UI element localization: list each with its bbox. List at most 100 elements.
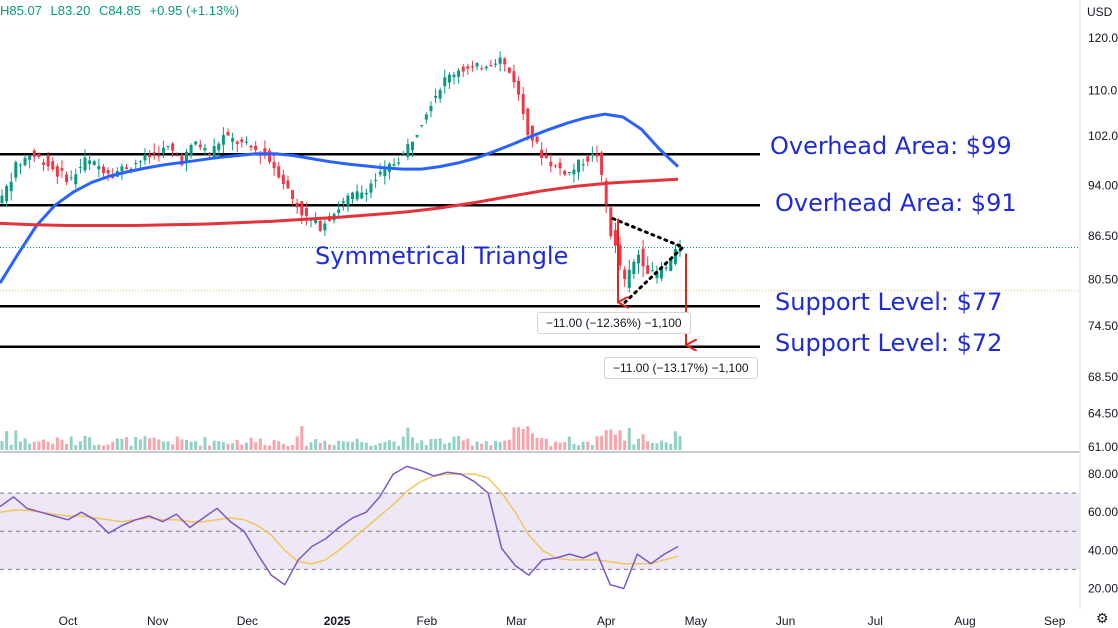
volume-bar <box>673 431 677 450</box>
volume-bar <box>387 440 391 450</box>
volume-bar <box>291 445 295 450</box>
price-tick-label: 102.0 <box>1088 129 1118 143</box>
candle-body <box>503 58 507 65</box>
candle-body <box>655 271 659 279</box>
candle-body <box>51 161 55 170</box>
candle-body <box>189 145 193 156</box>
candle-body <box>447 74 451 83</box>
candle-body <box>74 174 78 185</box>
volume-bar <box>23 438 27 450</box>
volume-bar <box>641 434 645 450</box>
price-pane <box>0 51 1080 450</box>
volume-bar <box>83 435 87 450</box>
candle-body <box>369 183 373 193</box>
ma50-line <box>0 112 680 284</box>
volume-bar <box>78 441 82 450</box>
volume-bar <box>198 445 202 450</box>
volume-bar <box>337 440 341 450</box>
candle-body <box>406 144 410 157</box>
candle-body <box>198 144 202 148</box>
volume-bar <box>263 445 267 450</box>
volume-bar <box>660 440 664 450</box>
candle-body <box>221 135 225 145</box>
candle-body <box>355 191 359 200</box>
volume-bar <box>604 430 608 450</box>
candle-body <box>632 261 636 275</box>
candle-body <box>604 180 608 205</box>
volume-bar <box>268 445 272 450</box>
volume-bar <box>309 442 313 450</box>
volume-bar <box>438 438 442 450</box>
candle-body <box>669 259 673 272</box>
volume-bar <box>397 445 401 450</box>
candle-body <box>572 169 576 175</box>
candle-body <box>208 154 212 156</box>
volume-bar <box>244 442 248 450</box>
candle-body <box>664 267 668 269</box>
volume-bar <box>498 441 502 450</box>
overhead-99-label: Overhead Area: $99 <box>770 132 1012 160</box>
candle-body <box>613 230 617 246</box>
candle-body <box>452 74 456 78</box>
candle-body <box>429 105 433 112</box>
rsi-tick-label: 40.00 <box>1088 543 1118 557</box>
volume-bar <box>92 445 96 450</box>
price-tick-label: 61.00 <box>1088 440 1118 454</box>
volume-bar <box>341 441 345 450</box>
volume-bar <box>540 437 544 450</box>
candle-body <box>300 201 304 216</box>
volume-bar <box>55 437 59 450</box>
candle-body <box>475 63 479 67</box>
ohlc-legend: H85.07 L83.20 C84.85 +0.95 (+1.13%) <box>0 3 244 18</box>
volume-bar <box>28 443 32 450</box>
volume-bar <box>161 441 165 450</box>
volume-bar <box>272 439 276 450</box>
candle-body <box>0 195 4 204</box>
volume-bar <box>166 441 170 450</box>
price-tick-label: 74.50 <box>1088 319 1118 333</box>
rsi-tick-label: 80.00 <box>1088 467 1118 481</box>
volume-bar <box>221 442 225 450</box>
volume-bar <box>434 438 438 450</box>
volume-bar <box>378 442 382 450</box>
volume-bar <box>636 438 640 450</box>
candle-body <box>138 161 142 163</box>
candle-body <box>466 66 470 69</box>
volume-bar <box>553 441 557 450</box>
date-tick-label: Sep <box>1044 614 1066 628</box>
candle-body <box>244 141 248 143</box>
candle-body <box>175 155 179 157</box>
volume-bar <box>581 441 585 450</box>
candle-body <box>14 162 18 178</box>
candle-body <box>318 220 322 231</box>
currency-label[interactable]: USD <box>1087 5 1113 19</box>
volume-bar <box>678 436 682 450</box>
candle-body <box>507 67 511 73</box>
volume-bar <box>351 441 355 450</box>
candle-body <box>235 141 239 144</box>
volume-bar <box>429 439 433 450</box>
candle-body <box>18 164 22 166</box>
volume-bar <box>613 434 617 450</box>
candle-body <box>37 153 41 157</box>
candle-body <box>194 141 198 145</box>
volume-bar <box>217 441 221 450</box>
volume-bar <box>14 430 18 450</box>
candle-body <box>281 174 285 184</box>
triangle-pattern <box>611 217 686 304</box>
volume-bar <box>600 435 604 450</box>
candle-body <box>470 66 474 68</box>
volume-bar <box>443 443 447 450</box>
candle-body <box>484 66 488 69</box>
candle-body <box>480 68 484 70</box>
volume-bar <box>577 445 581 450</box>
candle-body <box>23 157 27 166</box>
candle-body <box>134 163 138 165</box>
gear-icon[interactable]: ⚙ <box>1096 610 1109 626</box>
volume-bar <box>111 441 115 450</box>
volume-bar <box>489 445 493 450</box>
volume-bar <box>517 426 521 450</box>
candle-body <box>42 162 46 165</box>
volume-bar <box>590 445 594 450</box>
